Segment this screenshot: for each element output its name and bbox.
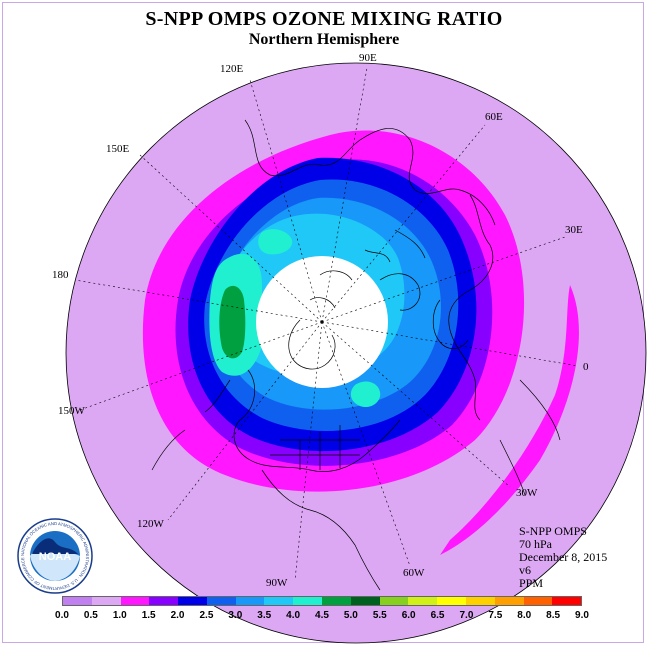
colorbar-legend: 0.0 0.5 1.0 1.5 2.0 2.5 3.0 3.5 4.0 4.5 5.0 5.5 6.0 6…: [55, 596, 589, 626]
colorbar-tick-label: 6.5: [430, 610, 445, 621]
colorbar-tick-label: 9.0: [575, 610, 589, 621]
colorbar-segment: [379, 597, 409, 605]
contour-4.0-4.5-east: [350, 381, 381, 408]
lon-label-60w: 60W: [403, 567, 425, 579]
lon-label-0: 0: [583, 361, 589, 373]
colorbar-segment: [437, 597, 466, 605]
colorbar-tick-label: 4.0: [286, 610, 301, 621]
colorbar-tick-label: 5.5: [372, 610, 387, 621]
graticule: [74, 67, 579, 581]
colorbar-segment: [235, 597, 265, 605]
colorbar-segment: [322, 597, 351, 605]
colorbar-tick-label: 6.0: [401, 610, 416, 621]
lon-label-30w: 30W: [516, 487, 538, 499]
contour-4.5-5.0: [219, 285, 246, 359]
colorbar-tick-label: 1.0: [112, 610, 127, 621]
contour-4.0-4.5-north: [258, 229, 293, 255]
colorbar-tick-label: 4.5: [315, 610, 329, 621]
info-units: PPM: [519, 576, 544, 590]
longitude-labels: 90E 60E 30E 0 30W 60W 90W 120W 150W 180 …: [52, 52, 589, 589]
colorbar-tick-label: 2.5: [199, 610, 214, 621]
colorbar-tick-label: 5.0: [343, 610, 358, 621]
lon-label-90e: 90E: [359, 52, 377, 64]
colorbar-tick-label: 3.5: [257, 610, 272, 621]
lon-label-150w: 150W: [58, 405, 86, 417]
page-subtitle: Northern Hemisphere: [248, 31, 400, 48]
colorbar-segment: [178, 597, 207, 605]
hemisphere-boundary: [65, 62, 647, 644]
colorbar-tick-label: 3.0: [228, 610, 243, 621]
colorbar-tick-label: 8.0: [517, 610, 532, 621]
lon-label-150e: 150E: [106, 143, 130, 155]
lon-label-60e: 60E: [485, 111, 503, 123]
colorbar-segment: [552, 597, 582, 605]
colorbar-tick-label: 2.0: [170, 610, 185, 621]
colorbar-segment: [120, 597, 150, 605]
colorbar-segment: [465, 597, 495, 605]
colorbar-tick-label: 7.5: [488, 610, 503, 621]
colorbar-segment: [149, 597, 179, 605]
lon-label-120w: 120W: [137, 518, 165, 530]
info-block: S-NPP OMPS 70 hPa December 8, 2015 v6 PP…: [519, 525, 639, 590]
info-instrument: S-NPP OMPS: [519, 524, 587, 538]
colorbar-segment: [523, 597, 553, 605]
colorbar-segment: [91, 597, 121, 605]
colorbar-segment: [206, 597, 236, 605]
colorbar-segment: [408, 597, 438, 605]
lon-label-90w: 90W: [266, 577, 288, 589]
lon-label-30e: 30E: [565, 224, 583, 236]
colorbar-segment: [293, 597, 323, 605]
coastlines: [151, 119, 561, 591]
colorbar-tick-label: 0.0: [55, 610, 69, 621]
lon-label-180: 180: [52, 269, 69, 281]
colorbar-tick-label: 7.0: [459, 610, 474, 621]
noaa-logo-text: NOAA: [39, 551, 71, 563]
info-date: December 8, 2015: [519, 550, 608, 564]
colorbar-tick-label: 1.5: [141, 610, 156, 621]
colorbar-tick-label: 0.5: [83, 610, 98, 621]
colorbar: [62, 596, 582, 606]
colorbar-segment: [494, 597, 524, 605]
info-version: v6: [519, 563, 531, 577]
colorbar-segment: [63, 597, 92, 605]
colorbar-segment: [264, 597, 294, 605]
page-title: S-NPP OMPS OZONE MIXING RATIO: [145, 8, 503, 30]
noaa-logo: NOAA NATIONAL OCEANIC AND ATMOSPHERIC AD…: [17, 518, 93, 594]
colorbar-segment: [350, 597, 380, 605]
colorbar-tick-label: 8.5: [546, 610, 561, 621]
lon-label-120e: 120E: [220, 63, 244, 75]
info-level: 70 hPa: [519, 537, 552, 551]
contour-1.0-1.5-tail: [440, 285, 579, 555]
